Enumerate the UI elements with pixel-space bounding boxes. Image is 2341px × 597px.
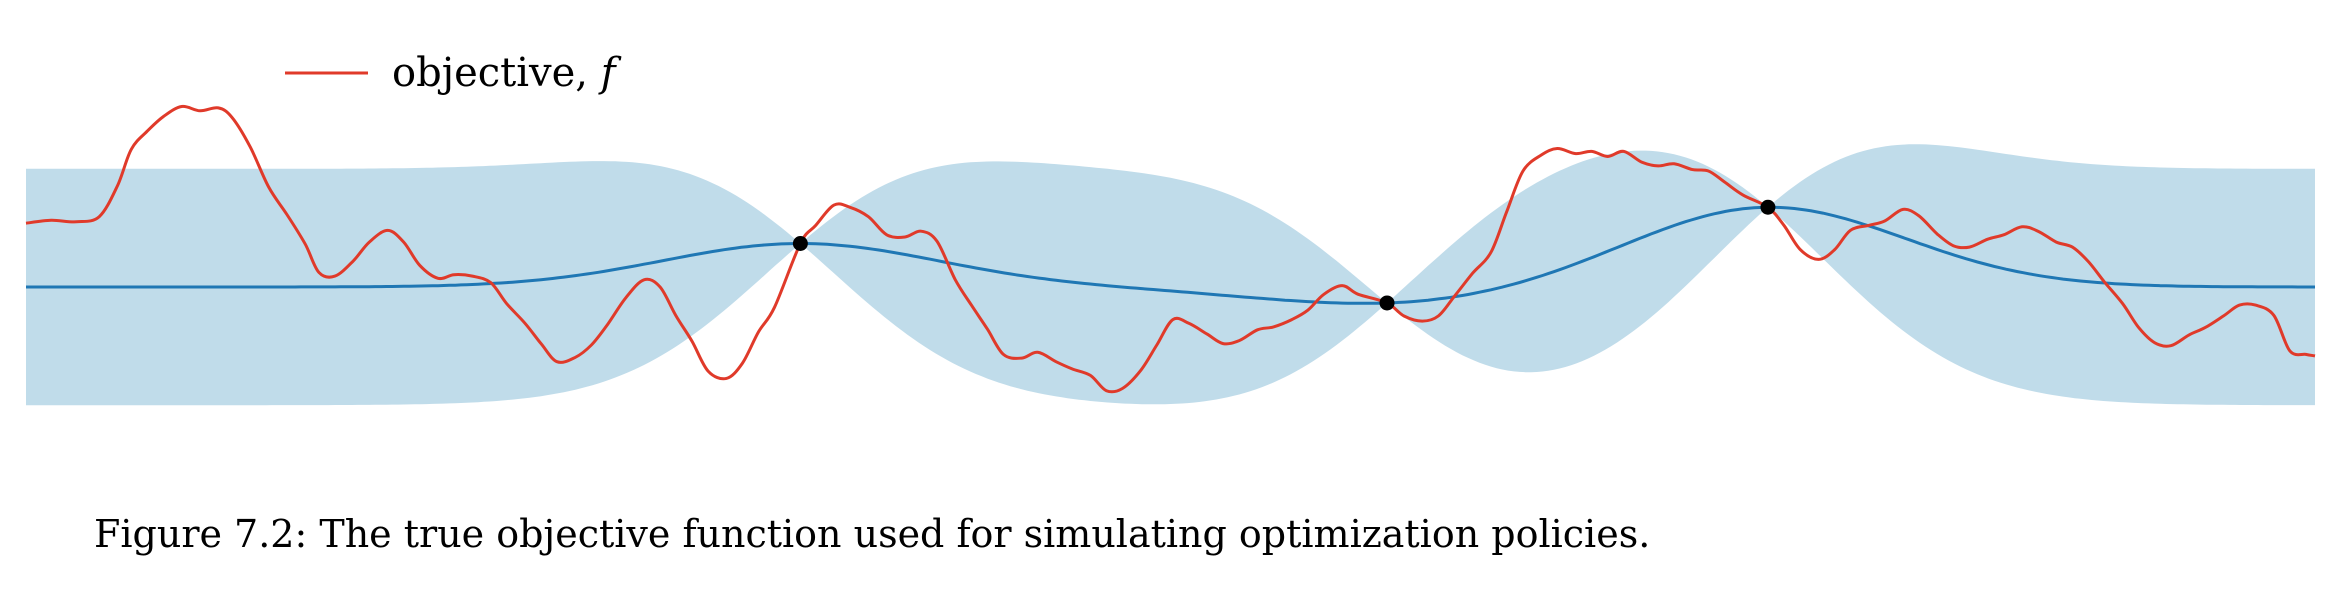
posterior-mean-line xyxy=(26,205,2315,305)
observation-points xyxy=(792,199,1776,311)
credible-band xyxy=(26,144,2315,406)
legend-symbol: f xyxy=(598,50,622,96)
legend: objective, f xyxy=(285,50,622,96)
observation-point-1 xyxy=(792,236,808,251)
figure-caption: Figure 7.2: The true objective function … xyxy=(94,512,1651,556)
plot-area: objective, f xyxy=(25,50,2316,406)
observation-point-2 xyxy=(1379,295,1395,311)
observation-point-3 xyxy=(1760,199,1776,215)
legend-label: objective, f xyxy=(392,50,622,96)
objective-line xyxy=(25,104,2316,394)
